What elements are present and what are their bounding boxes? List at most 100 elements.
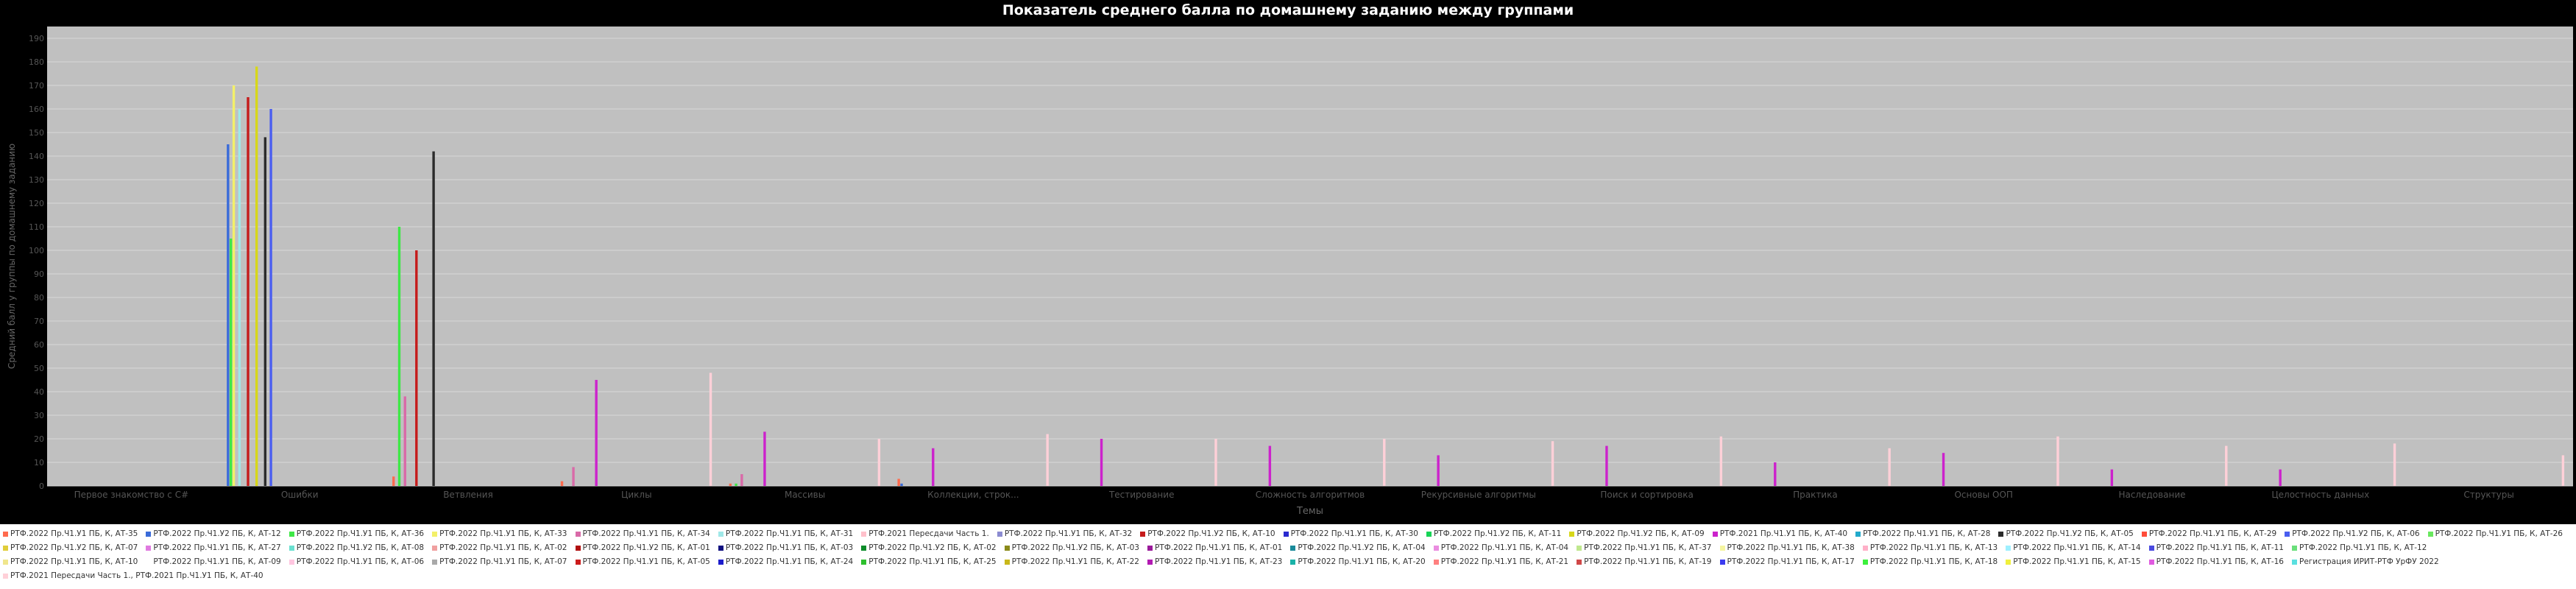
legend-swatch [2148, 546, 2154, 551]
legend-label: РТФ.2022 Пр.Ч1.У1 ПБ, К, АТ-21 [1440, 557, 1569, 566]
legend-item: РТФ.2022 Пр.Ч1.У1 ПБ, К, АТ-30 [1283, 527, 1418, 541]
bar [740, 474, 743, 486]
legend-label: РТФ.2022 Пр.Ч1.У1 ПБ, К, АТ-03 [725, 543, 854, 552]
x-tick-label: Структуры [2463, 490, 2514, 500]
legend-label: РТФ.2022 Пр.Ч1.У2 ПБ, К, АТ-09 [1577, 529, 1705, 538]
y-tick-label: 160 [29, 105, 44, 114]
legend-label: РТФ.2022 Пр.Ч1.У1 ПБ, К, АТ-17 [1727, 557, 1855, 566]
legend-swatch [289, 546, 294, 551]
legend-swatch [575, 532, 581, 537]
legend-swatch [718, 532, 723, 537]
x-tick-label: Ветвления [443, 490, 493, 500]
legend-item: РТФ.2022 Пр.Ч1.У1 ПБ, К, АТ-34 [575, 527, 710, 541]
legend-label: РТФ.2022 Пр.Ч1.У1 ПБ, К, АТ-16 [2156, 557, 2284, 566]
legend-label: РТФ.2022 Пр.Ч1.У2 ПБ, К, АТ-05 [2006, 529, 2134, 538]
x-tick-label: Практика [1793, 490, 1838, 500]
bar [415, 250, 418, 486]
legend-item: РТФ.2022 Пр.Ч1.У2 ПБ, К, АТ-04 [1290, 541, 1426, 555]
y-tick-label: 100 [29, 246, 44, 255]
y-tick-label: 30 [34, 411, 44, 420]
legend-swatch [1004, 560, 1010, 565]
legend-label: РТФ.2021 Пересдачи Часть 1., РТФ.2021 Пр… [10, 571, 263, 580]
legend-label: РТФ.2022 Пр.Ч1.У2 ПБ, К, АТ-02 [868, 543, 997, 552]
legend-label: РТФ.2022 Пр.Ч1.У1 ПБ, К, АТ-27 [153, 543, 281, 552]
legend-swatch [2292, 560, 2297, 565]
legend-item: РТФ.2022 Пр.Ч1.У1 ПБ, К, АТ-23 [1147, 555, 1282, 569]
legend-swatch [2006, 546, 2011, 551]
bar [729, 483, 732, 486]
legend-item: РТФ.2022 Пр.Ч1.У1 ПБ, К, АТ-06 [289, 555, 424, 569]
legend-item: РТФ.2022 Пр.Ч1.У2 ПБ, К, АТ-06 [2285, 527, 2420, 541]
y-tick-label: 50 [34, 364, 44, 373]
legend-swatch [2427, 532, 2433, 537]
legend-item: РТФ.2022 Пр.Ч1.У1 ПБ, К, АТ-33 [432, 527, 567, 541]
y-tick-label: 150 [29, 128, 44, 138]
bar [763, 431, 766, 486]
legend-label: РТФ.2022 Пр.Ч1.У1 ПБ, К, АТ-30 [1290, 529, 1418, 538]
legend-item: РТФ.2022 Пр.Ч1.У1 ПБ, К, АТ-12 [2292, 541, 2427, 555]
y-tick-label: 60 [34, 340, 44, 350]
bar [1605, 445, 1608, 486]
bar [1774, 462, 1777, 486]
legend-item: РТФ.2022 Пр.Ч1.У1 ПБ, К, АТ-21 [1433, 555, 1569, 569]
legend-swatch [1862, 560, 1868, 565]
legend-label: РТФ.2022 Пр.Ч1.У1 ПБ, К, АТ-22 [1011, 557, 1139, 566]
legend-label: РТФ.2022 Пр.Ч1.У1 ПБ, К, АТ-18 [1869, 557, 1998, 566]
legend-swatch [146, 546, 152, 551]
legend-swatch [1147, 560, 1153, 565]
legend-item: РТФ.2022 Пр.Ч1.У1 ПБ, К, АТ-24 [718, 555, 853, 569]
bar [932, 448, 935, 486]
legend-item: РТФ.2022 Пр.Ч1.У1 ПБ, К, АТ-28 [1855, 527, 1990, 541]
legend-label: РТФ.2022 Пр.Ч1.У1 ПБ, К, АТ-10 [10, 557, 138, 566]
legend-item: РТФ.2022 Пр.Ч1.У1 ПБ, К, АТ-11 [2148, 541, 2284, 555]
legend-swatch [1577, 546, 1582, 551]
legend-label: РТФ.2022 Пр.Ч1.У1 ПБ, К, АТ-31 [725, 529, 854, 538]
legend-item: РТФ.2022 Пр.Ч1.У1 ПБ, К, АТ-37 [1577, 541, 1712, 555]
legend-swatch [2292, 546, 2297, 551]
legend-swatch [1426, 532, 1432, 537]
legend-label: РТФ.2022 Пр.Ч1.У1 ПБ, К, АТ-38 [1727, 543, 1855, 552]
legend-label: Регистрация ИРИТ-РТФ УрФУ 2022 [2299, 557, 2439, 566]
legend-item: РТФ.2022 Пр.Ч1.У1 ПБ, К, АТ-36 [289, 527, 424, 541]
legend-swatch [2148, 560, 2154, 565]
bar [572, 467, 575, 486]
legend-item: РТФ.2022 Пр.Ч1.У2 ПБ, К, АТ-10 [1140, 527, 1275, 541]
bar [2110, 469, 2114, 486]
legend-swatch [432, 560, 438, 565]
y-axis-label: Средний балл у группы по домашнему задан… [7, 144, 17, 369]
bar [1383, 439, 1386, 486]
x-axis-label: Темы [1296, 506, 1323, 517]
legend-swatch [146, 532, 152, 537]
bar [1551, 441, 1554, 486]
legend-label: РТФ.2022 Пр.Ч1.У1 ПБ, К, АТ-29 [2148, 529, 2277, 538]
x-tick-label: Массивы [785, 490, 825, 500]
legend-label: РТФ.2022 Пр.Ч1.У1 ПБ, К, АТ-14 [2013, 543, 2141, 552]
legend-label: РТФ.2022 Пр.Ч1.У2 ПБ, К, АТ-06 [2292, 529, 2420, 538]
legend-label: РТФ.2022 Пр.Ч1.У1 ПБ, К, АТ-37 [1584, 543, 1712, 552]
legend-swatch [1712, 532, 1718, 537]
legend-label: РТФ.2022 Пр.Ч1.У1 ПБ, К, АТ-35 [10, 529, 138, 538]
legend-label: РТФ.2022 Пр.Ч1.У1 ПБ, К, АТ-23 [1155, 557, 1283, 566]
legend-swatch [1433, 560, 1439, 565]
bar [1100, 439, 1103, 486]
legend-label: РТФ.2022 Пр.Ч1.У1 ПБ, К, АТ-13 [1869, 543, 1998, 552]
legend-item: РТФ.2022 Пр.Ч1.У1 ПБ, К, АТ-18 [1862, 555, 1998, 569]
bar [392, 476, 395, 486]
legend: РТФ.2022 Пр.Ч1.У1 ПБ, К, АТ-35 РТФ.2022 П… [0, 524, 2576, 589]
bar [735, 483, 737, 486]
legend-swatch [3, 574, 8, 579]
y-tick-label: 130 [29, 175, 44, 185]
legend-swatch [3, 532, 8, 537]
y-tick-label: 20 [34, 434, 44, 444]
legend-swatch [1004, 546, 1010, 551]
legend-label: РТФ.2022 Пр.Ч1.У1 ПБ, К, АТ-24 [725, 557, 854, 566]
legend-swatch [1855, 532, 1861, 537]
legend-item: РТФ.2022 Пр.Ч1.У1 ПБ, К, АТ-16 [2148, 555, 2284, 569]
legend-swatch [432, 546, 438, 551]
legend-label: РТФ.2022 Пр.Ч1.У1 ПБ, К, АТ-19 [1584, 557, 1712, 566]
bar [238, 109, 241, 486]
bar [263, 137, 267, 486]
legend-item: РТФ.2022 Пр.Ч1.У1 ПБ, К, АТ-26 [2427, 527, 2563, 541]
x-tick-label: Основы ООП [1954, 490, 2013, 500]
